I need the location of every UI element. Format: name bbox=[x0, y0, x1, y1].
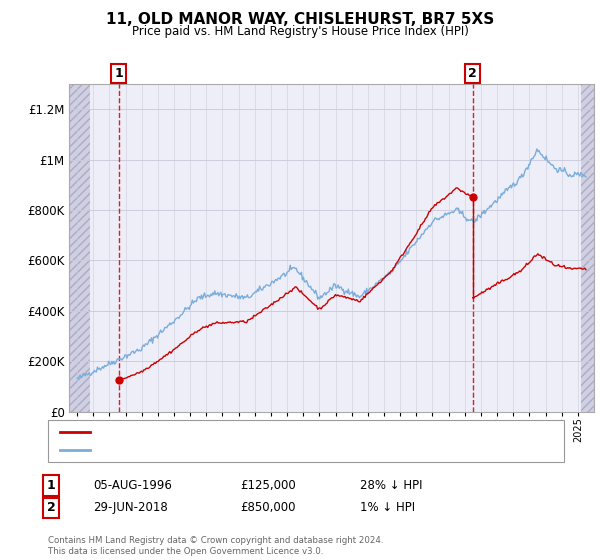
Text: Contains HM Land Registry data © Crown copyright and database right 2024.
This d: Contains HM Land Registry data © Crown c… bbox=[48, 536, 383, 556]
Text: 2: 2 bbox=[469, 67, 477, 80]
Text: 1: 1 bbox=[47, 479, 55, 492]
Bar bbox=[69, 84, 91, 412]
Text: 05-AUG-1996: 05-AUG-1996 bbox=[93, 479, 172, 492]
Text: £850,000: £850,000 bbox=[240, 501, 296, 515]
Text: 1: 1 bbox=[115, 67, 123, 80]
Text: 2: 2 bbox=[47, 501, 55, 515]
Text: 11, OLD MANOR WAY, CHISLEHURST, BR7 5XS (detached house): 11, OLD MANOR WAY, CHISLEHURST, BR7 5XS … bbox=[99, 427, 452, 437]
Text: 29-JUN-2018: 29-JUN-2018 bbox=[93, 501, 168, 515]
Text: 1% ↓ HPI: 1% ↓ HPI bbox=[360, 501, 415, 515]
Text: £125,000: £125,000 bbox=[240, 479, 296, 492]
Text: Price paid vs. HM Land Registry's House Price Index (HPI): Price paid vs. HM Land Registry's House … bbox=[131, 25, 469, 38]
Text: 11, OLD MANOR WAY, CHISLEHURST, BR7 5XS: 11, OLD MANOR WAY, CHISLEHURST, BR7 5XS bbox=[106, 12, 494, 27]
Text: 28% ↓ HPI: 28% ↓ HPI bbox=[360, 479, 422, 492]
Bar bbox=[581, 84, 594, 412]
Text: HPI: Average price, detached house, Bromley: HPI: Average price, detached house, Brom… bbox=[99, 445, 347, 455]
